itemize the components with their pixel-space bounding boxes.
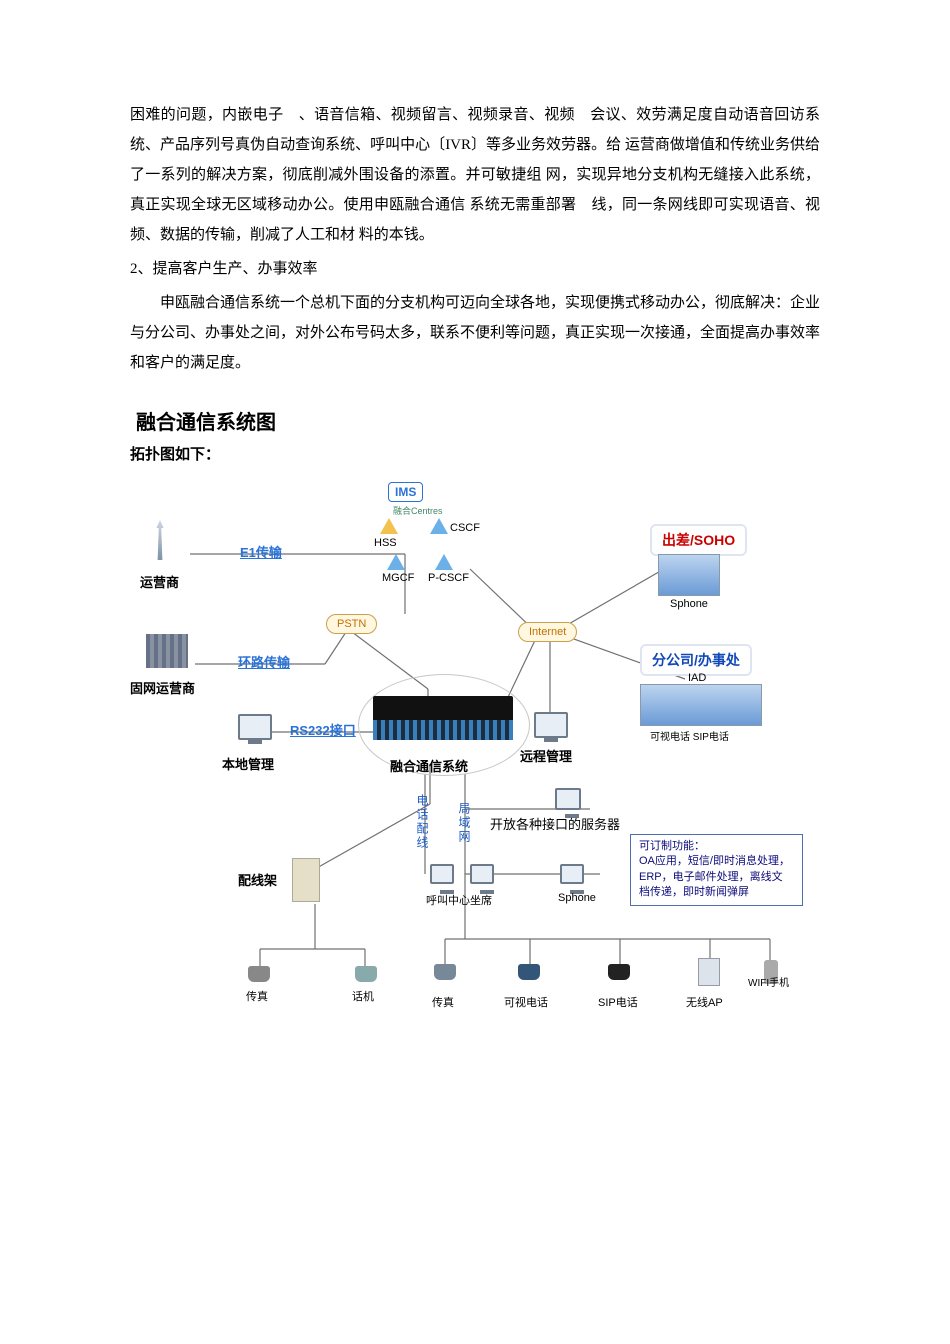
wiring-rack-icon <box>292 858 320 902</box>
lan-label: 局域网 <box>456 802 473 844</box>
subheading-2: 2、提高客户生产、办事效率 <box>130 254 820 284</box>
func-l4: 档传递，即时新闻弹屏 <box>639 885 794 900</box>
callcenter-label: 呼叫中心坐席 <box>426 892 492 908</box>
func-l1: 可订制功能： <box>639 839 794 854</box>
carrier-icon <box>148 520 172 560</box>
ims-sub: 融合Centres <box>393 504 443 517</box>
func-l3: ERP，电子邮件处理，离线文 <box>639 870 794 885</box>
paragraph-2: 申瓯融合通信系统一个总机下面的分支机构可迈向全球各地，实现便携式移动办公，彻底解… <box>130 288 820 378</box>
e1-label: E1传输 <box>240 542 282 561</box>
wiring-phone-icon <box>355 966 377 982</box>
topology-diagram: IMS 融合Centres HSS CSCF MGCF P-CSCF 运营商 E… <box>130 474 820 1034</box>
cscf-icon <box>430 518 448 534</box>
soho-photo <box>658 554 720 596</box>
wiring-fax-label: 传真 <box>246 988 268 1004</box>
open-server-label: 开放各种接口的服务器 <box>490 814 620 833</box>
bottom-wifi-label: WIFI手机 <box>748 974 789 989</box>
internet-cloud: Internet <box>518 622 577 642</box>
wiring-rack-label: 配线架 <box>238 870 277 889</box>
paragraph-1: 困难的问题，内嵌电子 、语音信箱、视频留言、视频录音、视频 会议、效劳满足度自动… <box>130 100 820 250</box>
soho-sphone: Sphone <box>670 598 708 610</box>
open-server-icon <box>555 788 581 810</box>
fixed-carrier-icon <box>146 634 188 668</box>
bottom-ap-icon <box>698 958 720 986</box>
system-label: 融合通信系统 <box>390 756 468 775</box>
bottom-fax-label: 传真 <box>432 994 454 1010</box>
ims-title: IMS <box>388 482 423 502</box>
bottom-vphone-label: 可视电话 <box>504 994 548 1010</box>
bottom-fax-icon <box>434 964 456 980</box>
remote-mgmt-icon <box>534 712 568 738</box>
callcenter-icon1 <box>430 864 454 884</box>
func-box: 可订制功能： OA应用，短信/即时消息处理， ERP，电子邮件处理，离线文 档传… <box>630 834 803 906</box>
remote-mgmt-label: 远程管理 <box>520 746 572 765</box>
pcscf-label: P-CSCF <box>428 572 469 584</box>
branch-iad: IAD <box>688 672 706 684</box>
pstn-cloud: PSTN <box>326 614 377 634</box>
local-mgmt-label: 本地管理 <box>222 754 274 773</box>
mgcf-label: MGCF <box>382 572 414 584</box>
callcenter-icon2 <box>470 864 494 884</box>
fixed-carrier-label: 固网运营商 <box>130 678 195 697</box>
wiring-fax-icon <box>248 966 270 982</box>
tel-line-label: 电话配线 <box>414 794 431 850</box>
bottom-sip-label: SIP电话 <box>598 994 638 1010</box>
mgcf-icon <box>387 554 405 570</box>
section-title: 融合通信系统图 <box>136 406 820 435</box>
bottom-vphone-icon <box>518 964 540 980</box>
soho-title: 出差/SOHO <box>650 524 747 556</box>
rs232-label: RS232接口 <box>290 720 356 739</box>
hss-label: HSS <box>374 537 397 549</box>
bottom-ap-label: 无线AP <box>686 994 723 1010</box>
branch-note: 可视电话 SIP电话 <box>650 728 729 743</box>
cscf-label: CSCF <box>450 522 480 534</box>
system-rack-icon <box>373 696 513 740</box>
sphone-icon <box>560 864 584 884</box>
pcscf-icon <box>435 554 453 570</box>
hss-icon <box>380 518 398 534</box>
sub-title: 拓扑图如下： <box>130 443 820 464</box>
func-l2: OA应用，短信/即时消息处理， <box>639 854 794 869</box>
local-mgmt-icon <box>238 714 272 740</box>
branch-photo <box>640 684 762 726</box>
sphone-label: Sphone <box>558 892 596 904</box>
carrier-label: 运营商 <box>140 572 179 591</box>
bottom-sip-icon <box>608 964 630 980</box>
wiring-phone-label: 话机 <box>352 988 374 1004</box>
ring-label: 环路传输 <box>238 652 290 671</box>
